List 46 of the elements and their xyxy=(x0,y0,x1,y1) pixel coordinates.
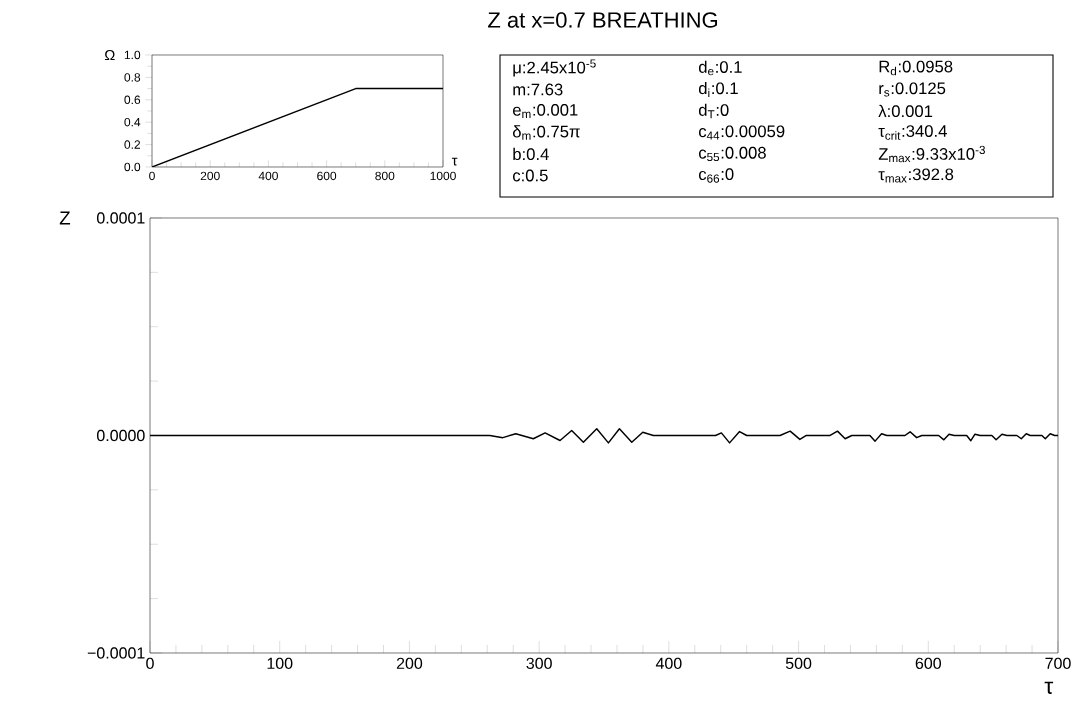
y-axis-title: Ω xyxy=(104,49,115,61)
y-tick-label: 0.0000 xyxy=(96,429,145,442)
text: δ$_{m}$:0.75π xyxy=(512,125,580,140)
y-tick-label: 0.2 xyxy=(124,140,141,149)
x-tick-label: 500 xyxy=(785,657,812,670)
text: τ$_{max}$:392.8 xyxy=(878,168,954,183)
text: d$_{i}$:0.1 xyxy=(698,81,738,97)
text: d$_{T}$:0 xyxy=(698,103,729,119)
x-tick-label: 200 xyxy=(200,171,220,181)
text: μ:2.45x10$^{-5}$ xyxy=(513,59,596,77)
x-tick-label: 200 xyxy=(396,657,423,670)
x-tick-label: 300 xyxy=(526,657,552,670)
text: τ$_{crit}$:340.4 xyxy=(878,125,947,140)
text: d$_{e}$:0.1 xyxy=(698,60,742,76)
y-tick-label: 0.4 xyxy=(124,117,141,127)
y-tick-label: 0.8 xyxy=(124,73,141,82)
x-tick-label: 400 xyxy=(258,171,278,181)
text: c$_{55}$:0.008 xyxy=(698,146,766,162)
y-tick-label: 0.0 xyxy=(124,162,141,172)
y-tick-label: 0.6 xyxy=(124,95,141,105)
y-axis-title: Z xyxy=(59,211,71,225)
x-tick-label: 600 xyxy=(317,171,337,181)
x-tick-label: 400 xyxy=(655,657,682,670)
text: m:7.63 xyxy=(513,83,563,96)
text: R$_{d}$:0.0958 xyxy=(879,60,953,76)
text: Z at x=0.7 BREATHING xyxy=(488,12,718,28)
x-tick-label: 600 xyxy=(915,657,942,670)
text: c$_{66}$:0 xyxy=(698,168,734,183)
x-tick-label: 1000 xyxy=(430,171,456,181)
y-tick-label: 0.0001 xyxy=(96,212,145,224)
y-tick-label: 1.0 xyxy=(124,50,141,60)
text: e$_{m}$:0.001 xyxy=(512,103,578,119)
x-tick-label: 100 xyxy=(267,657,293,670)
text: Z$_{max}$:9.33x10$^{-3}$ xyxy=(878,145,985,163)
x-axis-title: τ xyxy=(451,157,458,166)
x-tick-label: 700 xyxy=(1045,657,1071,670)
y-tick-label: −0.0001 xyxy=(87,647,145,659)
text: c:0.5 xyxy=(512,169,548,182)
x-tick-label: 0 xyxy=(146,657,154,670)
x-tick-label: 0 xyxy=(149,171,155,181)
text: λ:0.001 xyxy=(878,104,933,118)
x-tick-label: 800 xyxy=(375,171,395,181)
text: r$_{s}$:0.0125 xyxy=(879,82,946,97)
text: b:0.4 xyxy=(513,147,549,161)
text: c$_{44}$:0.00059 xyxy=(698,125,785,140)
x-axis-title: τ xyxy=(1044,681,1054,694)
